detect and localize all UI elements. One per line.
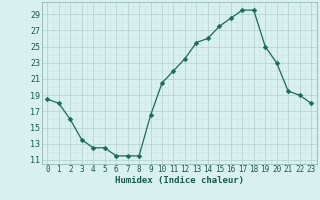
X-axis label: Humidex (Indice chaleur): Humidex (Indice chaleur) — [115, 176, 244, 185]
